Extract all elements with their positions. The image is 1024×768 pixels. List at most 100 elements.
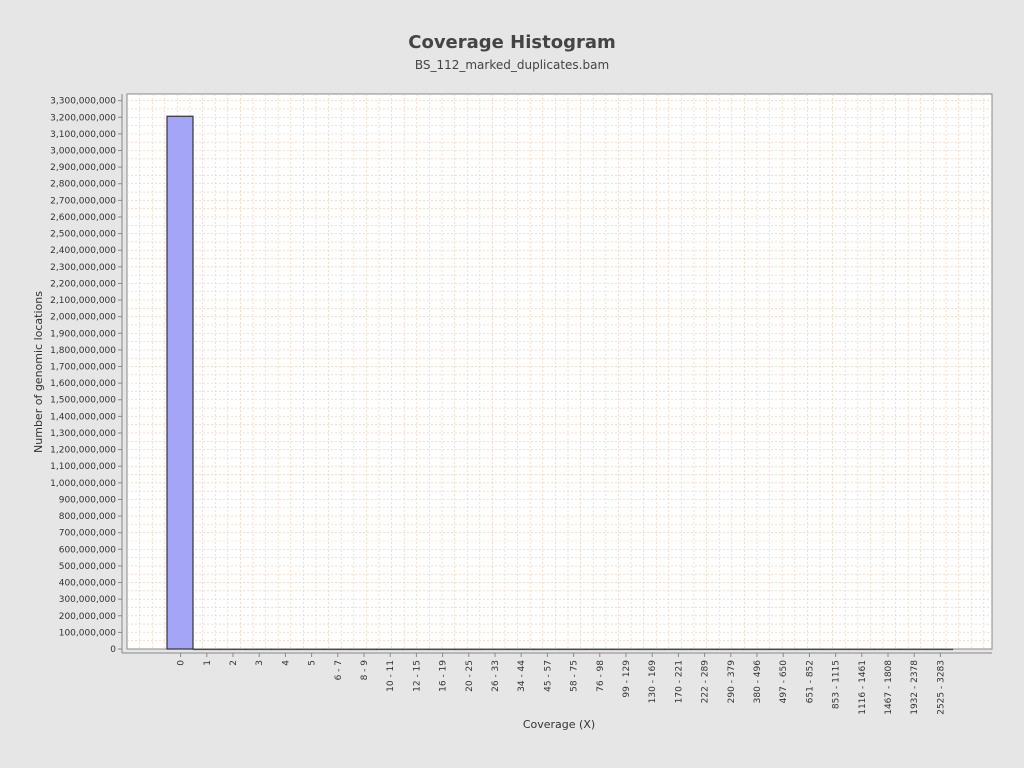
bar-3 bbox=[245, 648, 272, 651]
chart-subtitle: BS_112_marked_duplicates.bam bbox=[415, 58, 609, 72]
y-tick-label: 2,600,000,000 bbox=[50, 213, 116, 223]
y-tick-label: 2,100,000,000 bbox=[50, 296, 116, 306]
x-tick-label: 34 - 44 bbox=[517, 660, 527, 692]
y-tick-label: 2,800,000,000 bbox=[50, 180, 116, 190]
x-tick-label: 1932 - 2378 bbox=[910, 660, 920, 715]
bar-222-289 bbox=[690, 648, 718, 651]
bar-2 bbox=[219, 648, 246, 651]
y-tick-label: 3,200,000,000 bbox=[50, 113, 116, 123]
x-tick-label: 130 - 169 bbox=[648, 660, 658, 704]
y-tick-label: 3,000,000,000 bbox=[50, 146, 116, 156]
y-tick-label: 900,000,000 bbox=[59, 495, 117, 505]
y-tick-label: 2,000,000,000 bbox=[50, 313, 116, 323]
y-tick-label: 300,000,000 bbox=[59, 595, 117, 605]
x-tick-label: 4 bbox=[281, 660, 291, 666]
y-tick-label: 3,300,000,000 bbox=[50, 97, 116, 107]
x-tick-label: 1467 - 1808 bbox=[884, 660, 894, 715]
y-axis-label: Number of genomic locations bbox=[32, 291, 45, 453]
x-tick-label: 222 - 289 bbox=[701, 660, 711, 704]
bar-1932-2378 bbox=[900, 648, 927, 651]
y-tick-label: 3,100,000,000 bbox=[50, 130, 116, 140]
y-tick-label: 1,700,000,000 bbox=[50, 363, 116, 373]
bar-45-57 bbox=[533, 648, 561, 651]
bar-26-33 bbox=[481, 648, 508, 651]
x-tick-label: 853 - 1115 bbox=[832, 660, 842, 709]
x-tick-label: 12 - 15 bbox=[412, 660, 422, 692]
x-tick-label: 5 bbox=[308, 660, 318, 666]
bar-12-15 bbox=[402, 648, 430, 651]
plot-area bbox=[126, 93, 993, 650]
x-tick-label: 58 - 75 bbox=[570, 660, 580, 692]
x-tick-label: 99 - 129 bbox=[622, 660, 632, 698]
bar-2525-3283 bbox=[926, 648, 954, 651]
y-tick-label: 600,000,000 bbox=[59, 545, 117, 555]
bar-497-650 bbox=[769, 648, 796, 651]
bar-99-129 bbox=[612, 648, 639, 651]
bar-853-1115 bbox=[821, 648, 849, 651]
x-axis-ticks: 0 1 2 3 4 5 6 - 7 8 - 9 10 - 11 12 - 15 16 - 19 20 … bbox=[177, 653, 946, 715]
x-tick-label: 3 bbox=[255, 660, 265, 666]
bar-1 bbox=[192, 648, 220, 651]
x-tick-label: 2 bbox=[229, 660, 239, 666]
y-tick-label: 1,400,000,000 bbox=[50, 412, 116, 422]
y-tick-label: 1,300,000,000 bbox=[50, 429, 116, 439]
bar-6-7 bbox=[323, 648, 351, 651]
y-tick-label: 100,000,000 bbox=[59, 628, 117, 638]
bar-76-98 bbox=[585, 648, 613, 651]
y-tick-label: 2,900,000,000 bbox=[50, 163, 116, 173]
y-tick-label: 1,500,000,000 bbox=[50, 396, 116, 406]
x-tick-label: 45 - 57 bbox=[543, 660, 553, 692]
y-tick-label: 1,100,000,000 bbox=[50, 462, 116, 472]
y-axis-ticks: 0 100,000,000 200,000,000 300,000,000 400,00… bbox=[50, 97, 122, 655]
bar-20-25 bbox=[454, 648, 482, 651]
y-tick-label: 500,000,000 bbox=[59, 562, 117, 572]
y-tick-label: 0 bbox=[110, 645, 116, 655]
y-tick-label: 2,500,000,000 bbox=[50, 230, 116, 240]
y-tick-label: 200,000,000 bbox=[59, 612, 117, 622]
y-tick-label: 2,400,000,000 bbox=[50, 246, 116, 256]
y-tick-label: 1,200,000,000 bbox=[50, 446, 116, 456]
y-tick-label: 1,900,000,000 bbox=[50, 329, 116, 339]
bar-10-11 bbox=[376, 648, 403, 651]
x-tick-label: 76 - 98 bbox=[596, 660, 606, 692]
bar-290-379 bbox=[716, 648, 744, 651]
bar-170-221 bbox=[664, 648, 692, 651]
x-tick-label: 26 - 33 bbox=[491, 660, 501, 692]
x-tick-label: 170 - 221 bbox=[674, 660, 684, 703]
bar-5 bbox=[297, 648, 325, 651]
x-tick-label: 0 bbox=[177, 660, 187, 666]
x-tick-label: 2525 - 3283 bbox=[936, 660, 946, 715]
bars bbox=[166, 115, 954, 651]
x-axis-label: Coverage (X) bbox=[523, 718, 595, 731]
x-tick-label: 497 - 650 bbox=[779, 660, 789, 704]
y-tick-label: 1,000,000,000 bbox=[50, 479, 116, 489]
x-tick-label: 20 - 25 bbox=[465, 660, 475, 692]
y-tick-label: 2,200,000,000 bbox=[50, 279, 116, 289]
grid-lines bbox=[127, 94, 992, 649]
bar-8-9 bbox=[350, 648, 377, 651]
y-tick-label: 1,800,000,000 bbox=[50, 346, 116, 356]
bar-380-496 bbox=[743, 648, 770, 651]
y-tick-label: 400,000,000 bbox=[59, 579, 117, 589]
bar-58-75 bbox=[559, 648, 587, 651]
y-tick-label: 700,000,000 bbox=[59, 529, 117, 539]
x-tick-label: 380 - 496 bbox=[753, 660, 763, 704]
y-tick-label: 2,300,000,000 bbox=[50, 263, 116, 273]
bar-4 bbox=[271, 648, 299, 651]
y-tick-label: 2,700,000,000 bbox=[50, 196, 116, 206]
bar-1467-1808 bbox=[874, 648, 901, 651]
x-tick-label: 16 - 19 bbox=[439, 660, 449, 692]
y-tick-label: 800,000,000 bbox=[59, 512, 117, 522]
x-tick-label: 290 - 379 bbox=[727, 660, 737, 704]
y-tick-label: 1,600,000,000 bbox=[50, 379, 116, 389]
bar-0 bbox=[166, 115, 194, 650]
bar-651-852 bbox=[795, 648, 823, 651]
x-tick-label: 8 - 9 bbox=[360, 660, 370, 681]
x-tick-label: 1 bbox=[203, 660, 213, 666]
x-tick-label: 651 - 852 bbox=[805, 660, 815, 703]
bar-1116-1461 bbox=[847, 648, 875, 651]
chart-title: Coverage Histogram bbox=[408, 32, 615, 53]
x-tick-label: 1116 - 1461 bbox=[858, 660, 868, 715]
bar-130-169 bbox=[638, 648, 665, 651]
